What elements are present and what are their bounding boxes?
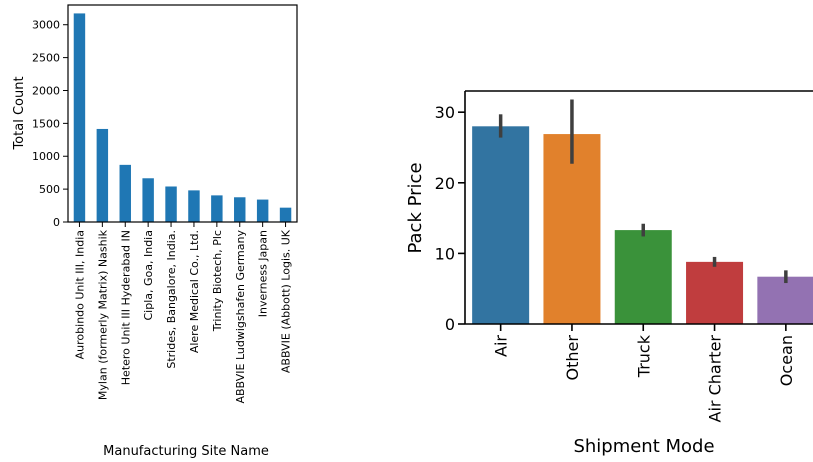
- site-x-axis-label: Manufacturing Site Name: [103, 444, 269, 459]
- shipment-bar: [757, 276, 813, 324]
- shipment-y-axis-label: Pack Price: [405, 162, 426, 253]
- site-bar: [279, 207, 292, 222]
- shipment-bar: [543, 134, 601, 324]
- site-y-tick-label: 1500: [32, 117, 60, 130]
- site-x-ticks: Aurobindo Unit III, India Mylan (formerly…: [73, 222, 293, 404]
- shipment-x-tick-label: Air Charter: [706, 335, 725, 423]
- shipment-y-tick-label: 30: [435, 103, 455, 122]
- site-x-tick-label: Inverness Japan: [257, 230, 270, 317]
- site-x-tick-label: Aurobindo Unit III, India: [73, 230, 86, 359]
- site-bar: [73, 13, 86, 223]
- site-bar: [234, 197, 246, 222]
- site-bar: [142, 178, 154, 222]
- site-x-tick-label: Strides, Bangalore, India.: [165, 230, 178, 369]
- site-bars: [73, 13, 292, 223]
- shipment-mode-chart: 0 10 20 30 Air Other Truck Air Charter Ocean Sh…: [405, 90, 813, 457]
- shipment-x-ticks: Air Other Truck Air Charter Ocean: [492, 324, 796, 422]
- site-plot-frame: [67, 4, 298, 223]
- shipment-x-tick-label: Truck: [634, 334, 653, 378]
- shipment-x-tick-label: Air: [492, 335, 511, 357]
- shipment-bar: [686, 261, 744, 324]
- site-x-tick-label: Cipla, Goa, India: [142, 230, 155, 321]
- site-bar: [256, 199, 269, 222]
- site-y-tick-label: 2000: [32, 84, 60, 97]
- shipment-x-tick-label: Other: [563, 335, 582, 381]
- site-chart-axes: [67, 4, 298, 223]
- site-x-tick-label: ABBVIE Ludwigshafen Germany: [234, 230, 247, 404]
- shipment-bar: [614, 230, 672, 324]
- site-y-axis-label: Total Count: [12, 76, 27, 150]
- site-bar: [211, 195, 223, 222]
- shipment-y-ticks: 0 10 20 30: [435, 103, 465, 334]
- shipment-chart-axes: [464, 90, 813, 325]
- shipment-x-axis-label: Shipment Mode: [573, 436, 714, 457]
- site-bar: [96, 128, 109, 222]
- shipment-bar: [472, 126, 530, 324]
- site-x-tick-label: Mylan (formerly Matrix) Nashik: [96, 229, 109, 400]
- site-x-tick-label: ABBVIE (Abbott) Logis. UK: [280, 229, 293, 373]
- site-x-tick-label: Hetero Unit III Hyderabad IN: [119, 230, 132, 385]
- site-y-tick-label: 1000: [32, 150, 60, 163]
- site-y-ticks: 0 500 1000 1500 2000 2500 3000: [32, 19, 68, 229]
- site-x-tick-label: Trinity Biotech, Plc: [211, 230, 224, 332]
- shipment-y-tick-label: 0: [445, 315, 455, 334]
- shipment-error-bars: [498, 99, 788, 284]
- shipment-x-tick-label: Ocean: [777, 335, 796, 386]
- site-bar: [119, 164, 131, 222]
- site-y-tick-label: 0: [53, 216, 60, 229]
- shipment-y-tick-label: 20: [435, 174, 455, 193]
- site-bar: [165, 186, 177, 222]
- site-y-tick-label: 500: [39, 183, 60, 196]
- site-bar: [188, 190, 200, 222]
- shipment-y-tick-label: 10: [435, 244, 455, 263]
- site-x-tick-label: Alere Medical Co., Ltd.: [188, 230, 201, 353]
- site-y-tick-label: 2500: [32, 52, 60, 65]
- manufacturing-site-chart: 0 500 1000 1500 2000 2500 3000 Aurobindo Unit …: [12, 4, 298, 459]
- site-y-tick-label: 3000: [32, 19, 60, 32]
- shipment-bars: [472, 126, 813, 324]
